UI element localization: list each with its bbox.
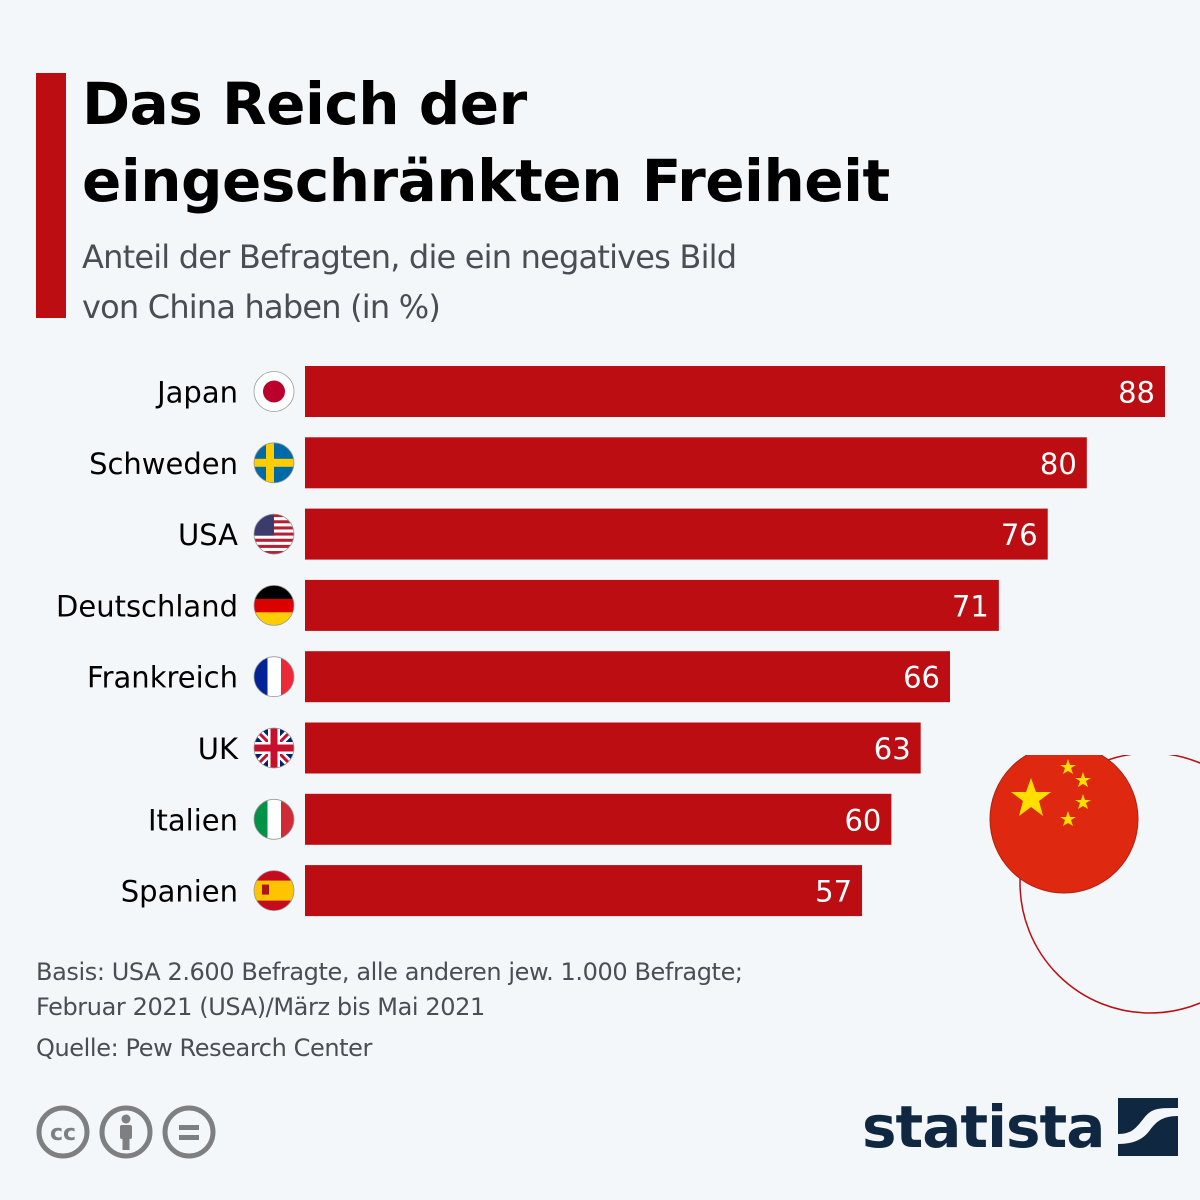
license-icons: cc — [36, 1105, 216, 1159]
category-label: Frankreich — [87, 661, 238, 695]
germany-flag-icon — [253, 584, 295, 626]
source-note: Quelle: Pew Research Center — [36, 1034, 373, 1062]
basis-note-line-2: Februar 2021 (USA)/März bis Mai 2021 — [36, 993, 485, 1021]
category-label: Japan — [155, 376, 238, 410]
usa-flag-icon — [253, 513, 295, 555]
uk-flag-icon — [253, 727, 295, 769]
attribution-icon[interactable] — [99, 1105, 153, 1159]
data-label: 57 — [815, 875, 852, 909]
spain-flag-icon — [253, 870, 295, 911]
bar — [305, 651, 950, 703]
statista-logo[interactable]: statista — [862, 1093, 1179, 1161]
chart-notes: Basis: USA 2.600 Befragte, alle anderen … — [36, 955, 743, 1066]
category-label: Deutschland — [56, 589, 238, 623]
china-flag-icon — [989, 755, 1139, 894]
category-label: Schweden — [89, 447, 238, 481]
bar — [305, 508, 1048, 560]
japan-flag-icon — [253, 371, 295, 412]
france-flag-icon — [253, 656, 295, 698]
category-label: Italien — [148, 803, 238, 837]
subtitle-line-2: von China haben (in %) — [82, 288, 441, 326]
title-accent-bar — [36, 73, 66, 318]
bar — [305, 793, 892, 845]
decorative-ring — [1019, 755, 1200, 1014]
data-label: 88 — [1118, 376, 1155, 410]
data-label: 60 — [844, 803, 881, 837]
data-label: 76 — [1001, 518, 1038, 552]
bar — [305, 366, 1165, 417]
subtitle-line-1: Anteil der Befragten, die ein negatives … — [82, 238, 737, 276]
italy-flag-icon — [253, 798, 295, 840]
bar — [305, 722, 921, 774]
data-label: 71 — [952, 589, 989, 623]
cc-icon[interactable]: cc — [36, 1105, 90, 1159]
svg-text:cc: cc — [50, 1121, 76, 1146]
category-label: USA — [178, 518, 238, 552]
subtitle: Anteil der Befragten, die ein negatives … — [82, 232, 737, 332]
bar-chart: Japan 88 Schweden 80 USA 76 Deutschland 71 Frank… — [56, 366, 1165, 917]
sweden-flag-icon — [253, 442, 295, 484]
title-line-2: eingeschränkten Freiheit — [82, 147, 890, 215]
data-label: 63 — [874, 732, 911, 766]
title-line-1: Das Reich der — [82, 70, 527, 138]
bar — [305, 865, 863, 917]
statista-logo-icon — [1118, 1098, 1179, 1156]
no-derivatives-icon[interactable] — [162, 1105, 216, 1159]
bar — [305, 579, 999, 631]
data-label: 80 — [1040, 447, 1077, 481]
category-label: Spanien — [121, 875, 238, 909]
brand-name: statista — [862, 1093, 1105, 1161]
bar — [305, 437, 1087, 489]
china-flag-decoration — [989, 755, 1200, 1014]
basis-note-line-1: Basis: USA 2.600 Befragte, alle anderen … — [36, 958, 743, 986]
data-label: 66 — [903, 661, 940, 695]
category-label: UK — [198, 732, 239, 766]
page-title: Das Reich der eingeschränkten Freiheit — [82, 66, 890, 220]
